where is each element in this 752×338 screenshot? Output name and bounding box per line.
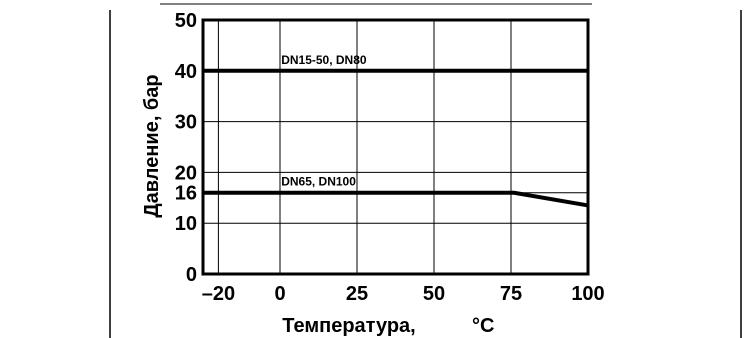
x-axis-unit: °C (472, 315, 494, 337)
x-axis-label-text: Температура, (282, 315, 415, 337)
x-tick-label: 100 (571, 283, 604, 305)
plot-border (201, 18, 590, 276)
y-tick-label: 30 (175, 112, 197, 134)
x-tick-label: 0 (274, 283, 285, 305)
series-layer (203, 68, 589, 208)
y-tick-label: 10 (175, 213, 197, 235)
series-labels: DN15-50, DN80 DN65, DN100 (281, 53, 367, 189)
x-tick-label: 50 (423, 283, 445, 305)
x-tick-label: 25 (346, 283, 368, 305)
y-tick-label: 40 (175, 61, 197, 83)
series-label: DN65, DN100 (281, 175, 356, 189)
series-label: DN15-50, DN80 (281, 53, 367, 67)
y-tick-label: 50 (175, 10, 197, 32)
y-tick-label: 0 (186, 264, 197, 286)
y-tick-label: 20 (175, 162, 197, 184)
y-tick-label: 16 (175, 183, 197, 205)
series-line (203, 190, 589, 208)
x-tick-label: –20 (202, 283, 235, 305)
y-axis-label: Давление, бар (141, 74, 163, 217)
x-tick-labels: –20 0 25 50 75 100 (202, 283, 605, 305)
x-tick-label: 75 (500, 283, 522, 305)
x-axis-label: Температура, (282, 315, 415, 337)
grid (203, 20, 588, 274)
